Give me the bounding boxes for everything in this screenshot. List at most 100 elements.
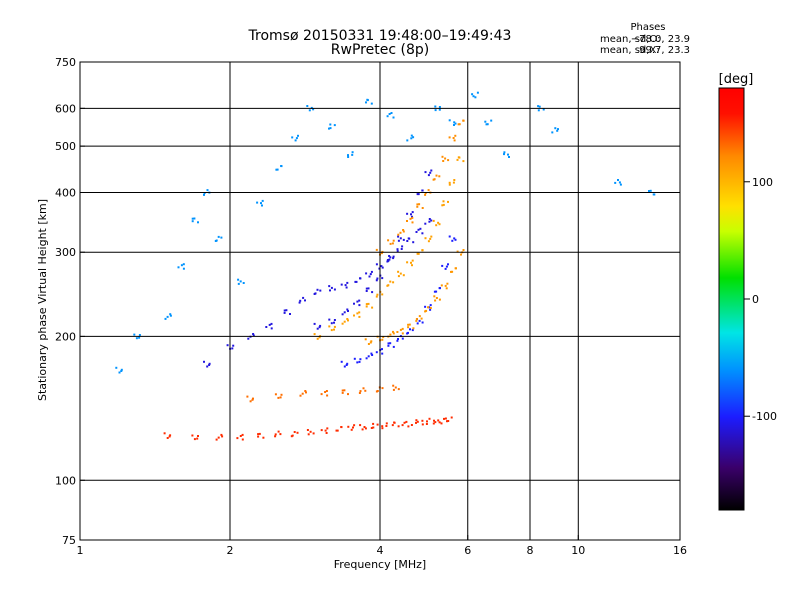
point xyxy=(433,178,436,181)
point xyxy=(454,134,457,137)
point xyxy=(295,137,298,140)
point xyxy=(308,109,311,112)
point xyxy=(551,131,554,134)
point xyxy=(411,211,414,214)
point xyxy=(397,235,400,238)
point xyxy=(448,136,451,139)
point xyxy=(446,282,449,285)
series-0 xyxy=(203,218,433,368)
point xyxy=(296,431,299,434)
point xyxy=(260,202,262,205)
point xyxy=(557,128,559,131)
point xyxy=(353,314,355,317)
point xyxy=(356,300,359,303)
point xyxy=(237,282,240,285)
point xyxy=(392,257,395,260)
point xyxy=(168,435,171,438)
point xyxy=(416,205,419,208)
point xyxy=(485,123,488,126)
point xyxy=(299,299,302,302)
point xyxy=(316,337,319,340)
point xyxy=(358,392,361,394)
point xyxy=(438,421,441,424)
point xyxy=(397,275,400,278)
point xyxy=(405,420,408,423)
point xyxy=(328,285,331,288)
point xyxy=(452,137,455,139)
point xyxy=(424,192,427,194)
colorbar xyxy=(718,87,745,511)
point xyxy=(345,364,348,366)
point xyxy=(457,156,460,159)
point xyxy=(328,318,331,321)
point xyxy=(343,365,346,368)
point xyxy=(306,429,309,431)
point xyxy=(401,245,404,248)
point xyxy=(313,322,316,325)
point xyxy=(442,200,445,203)
point xyxy=(447,263,449,266)
point xyxy=(372,426,375,429)
point xyxy=(421,321,424,324)
point xyxy=(217,436,220,439)
point xyxy=(402,238,405,241)
point xyxy=(460,253,462,256)
point xyxy=(270,322,273,325)
point xyxy=(462,119,465,122)
point xyxy=(252,397,254,400)
point xyxy=(402,230,405,233)
y-tick-label: 400 xyxy=(55,186,76,199)
point xyxy=(294,139,297,142)
point xyxy=(453,121,456,124)
stats-title: Phases xyxy=(630,22,665,33)
point xyxy=(415,319,418,322)
point xyxy=(424,222,427,225)
point xyxy=(396,250,399,253)
point xyxy=(389,280,392,283)
point xyxy=(329,289,331,292)
point xyxy=(370,352,373,355)
point xyxy=(424,193,427,196)
point xyxy=(484,120,487,123)
point xyxy=(328,325,331,328)
point xyxy=(169,434,172,437)
point xyxy=(350,428,353,431)
stats-o-label: mean, sd,O: xyxy=(600,34,661,45)
point xyxy=(434,109,437,112)
point xyxy=(385,422,388,425)
y-tick-label: 600 xyxy=(55,102,76,115)
point xyxy=(191,220,194,223)
point xyxy=(354,280,357,283)
point xyxy=(329,127,332,130)
point xyxy=(448,235,451,238)
point xyxy=(307,433,310,436)
point xyxy=(433,295,436,298)
point xyxy=(406,212,409,215)
y-axis-ticks: 75 100 200 300 400 500 600 750 xyxy=(55,56,85,547)
point xyxy=(358,315,361,318)
point xyxy=(376,293,379,296)
point xyxy=(328,127,330,130)
point xyxy=(268,323,271,326)
point xyxy=(367,355,370,358)
point xyxy=(457,123,460,126)
point xyxy=(203,360,205,363)
point xyxy=(391,424,394,427)
point xyxy=(353,424,356,427)
point xyxy=(411,221,414,224)
point xyxy=(399,231,402,234)
point xyxy=(445,287,448,290)
point xyxy=(312,432,315,435)
point xyxy=(443,417,445,420)
point xyxy=(333,124,336,127)
point xyxy=(385,425,388,427)
point xyxy=(347,393,349,396)
point xyxy=(318,336,321,339)
point xyxy=(407,425,410,428)
point xyxy=(462,249,465,251)
point xyxy=(326,394,329,397)
point xyxy=(304,390,307,392)
point xyxy=(135,337,138,340)
x-tick-label: 4 xyxy=(377,544,384,557)
point xyxy=(347,156,350,158)
